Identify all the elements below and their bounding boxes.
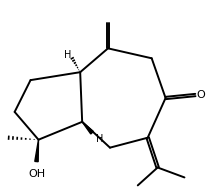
Text: H: H <box>64 50 71 60</box>
Text: H: H <box>96 134 104 144</box>
Text: O: O <box>196 90 205 100</box>
Polygon shape <box>35 140 39 162</box>
Text: OH: OH <box>28 170 45 180</box>
Polygon shape <box>82 122 93 134</box>
